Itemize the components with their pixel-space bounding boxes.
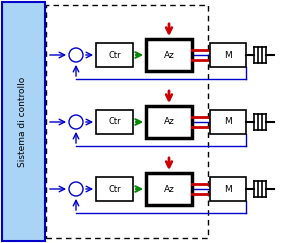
Bar — [146, 106, 192, 138]
Text: Ctr: Ctr — [108, 51, 121, 60]
Text: Az: Az — [164, 118, 175, 127]
Text: M: M — [224, 184, 232, 193]
Text: Az: Az — [164, 184, 175, 193]
Bar — [210, 43, 246, 67]
Bar — [146, 39, 192, 71]
Bar — [96, 43, 133, 67]
Bar — [96, 177, 133, 201]
Bar — [210, 177, 246, 201]
Text: Ctr: Ctr — [108, 184, 121, 193]
Text: M: M — [224, 51, 232, 60]
Text: Az: Az — [164, 51, 175, 60]
Bar — [210, 110, 246, 134]
Text: Ctr: Ctr — [108, 118, 121, 127]
Text: Sistema di controllo: Sistema di controllo — [19, 77, 28, 167]
Bar — [46, 5, 208, 238]
Bar — [96, 110, 133, 134]
Text: M: M — [224, 118, 232, 127]
Bar — [2, 2, 45, 241]
Bar — [146, 173, 192, 205]
